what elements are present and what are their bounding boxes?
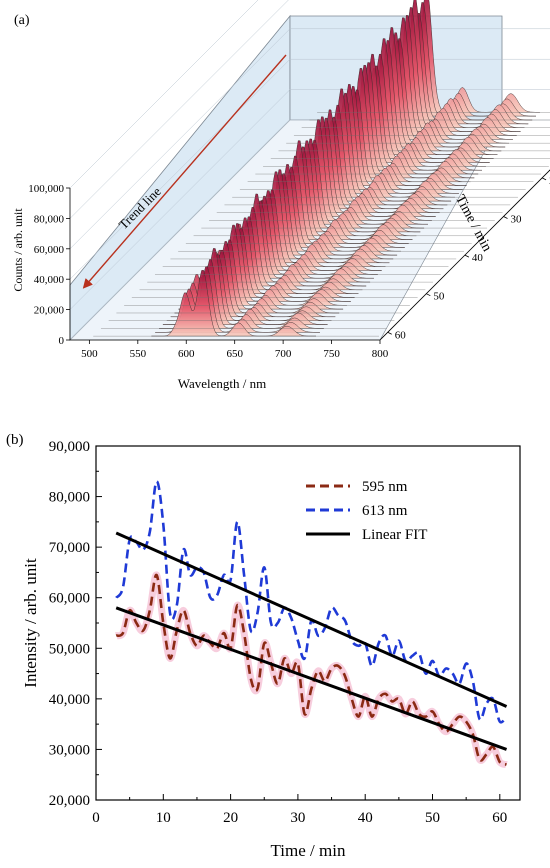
wavelength-tick-label: 600: [178, 348, 195, 360]
counts-tick-label: 100,000: [28, 183, 64, 195]
panel-b-intensity-chart: (b) 20,000 30,000 40,000 50,000 60,000 70,000…: [6, 432, 521, 860]
time-tick-mark: [541, 177, 547, 181]
legend-label-613: 613 nm: [362, 503, 408, 519]
wavelength-tick-label: 500: [81, 348, 98, 360]
time-tick-label: 50: [433, 291, 445, 303]
wavelength-tick-label: 700: [275, 348, 292, 360]
trend-line-arrow: [82, 54, 287, 289]
time-tick-label-b: 30: [290, 810, 305, 826]
panel-a-3d-spectra: (a) Trend line 020,00040,00060,00080,000…: [11, 0, 550, 391]
counts-tick-label: 80,000: [34, 213, 65, 225]
left-wall-gridline: [69, 119, 291, 341]
left-wall-gridline: [69, 0, 259, 189]
intensity-tick-label: 70,000: [49, 540, 90, 556]
time-tick-label-b: 20: [223, 810, 238, 826]
legend-label-fit: Linear FIT: [362, 527, 427, 543]
spectra-ridges: [93, 0, 550, 337]
wavelength-tick-label: 550: [130, 348, 147, 360]
time-axis-title: Time / min: [452, 193, 494, 255]
counts-axis-ticks: 0 20,000 40,000 60,000 80,000 100,000: [28, 183, 71, 347]
wavelength-tick-label: 750: [323, 348, 340, 360]
intensity-tick-label: 20,000: [49, 793, 90, 809]
time-tick-label-b: 60: [492, 810, 507, 826]
time-tick-mark: [387, 331, 392, 335]
intensity-tick-label: 90,000: [49, 439, 90, 455]
intensity-tick-label: 60,000: [49, 591, 90, 607]
time-axis-line: [379, 169, 550, 341]
time-tick-mark: [426, 293, 431, 297]
intensity-tick-label: 80,000: [49, 490, 90, 506]
legend-label-595: 595 nm: [362, 479, 408, 495]
wavelength-tick-label: 800: [372, 348, 389, 360]
time-tick-mark: [503, 216, 508, 219]
spectrum-ridge: [151, 270, 316, 337]
panel-a-label: (a): [14, 13, 30, 28]
left-wall-gridline: [69, 59, 291, 280]
left-wall-gridline: [69, 89, 291, 310]
time-tick-label-b: 50: [425, 810, 440, 826]
time-tick-label-b: 10: [156, 810, 171, 826]
intensity-axis-ticks: 20,000 30,000 40,000 50,000 60,000 70,000 80,0…: [49, 439, 102, 809]
intensity-tick-label: 30,000: [49, 742, 90, 758]
counts-axis-title: Counts / arb. unit: [11, 208, 25, 292]
time-tick-label-b: 40: [358, 810, 373, 826]
intensity-axis-title: Intensity / arb. unit: [21, 558, 40, 688]
wavelength-axis-title: Wavelength / nm: [178, 376, 267, 391]
time-axis-ticks-b: 0 10 20 30 40 50 60: [92, 794, 507, 826]
panel-b-label: (b): [6, 432, 24, 448]
left-wall-gridline: [69, 28, 291, 249]
left-wall-gridline: [69, 0, 289, 219]
counts-tick-label: 40,000: [34, 274, 65, 286]
linear-fit-line: [115, 531, 508, 708]
counts-tick-label: 60,000: [34, 244, 65, 256]
time-tick-mark: [464, 254, 470, 258]
time-tick-label: 30: [511, 213, 523, 225]
counts-tick-label: 20,000: [34, 305, 65, 317]
series-lines: [115, 480, 508, 769]
time-tick-label: 40: [472, 252, 484, 264]
wavelength-axis-ticks: 500 550 600 650 700 750 800: [70, 339, 389, 360]
time-tick-label-b: 0: [92, 810, 100, 826]
counts-tick-label: 0: [59, 335, 65, 347]
time-axis-title-b: Time / min: [271, 841, 346, 860]
legend: 595 nm 613 nm Linear FIT: [306, 479, 427, 543]
linear-fit-line: [115, 606, 508, 751]
intensity-tick-label: 50,000: [49, 641, 90, 657]
time-tick-label: 60: [395, 329, 407, 341]
wavelength-tick-label: 650: [226, 348, 243, 360]
intensity-tick-label: 40,000: [49, 692, 90, 708]
